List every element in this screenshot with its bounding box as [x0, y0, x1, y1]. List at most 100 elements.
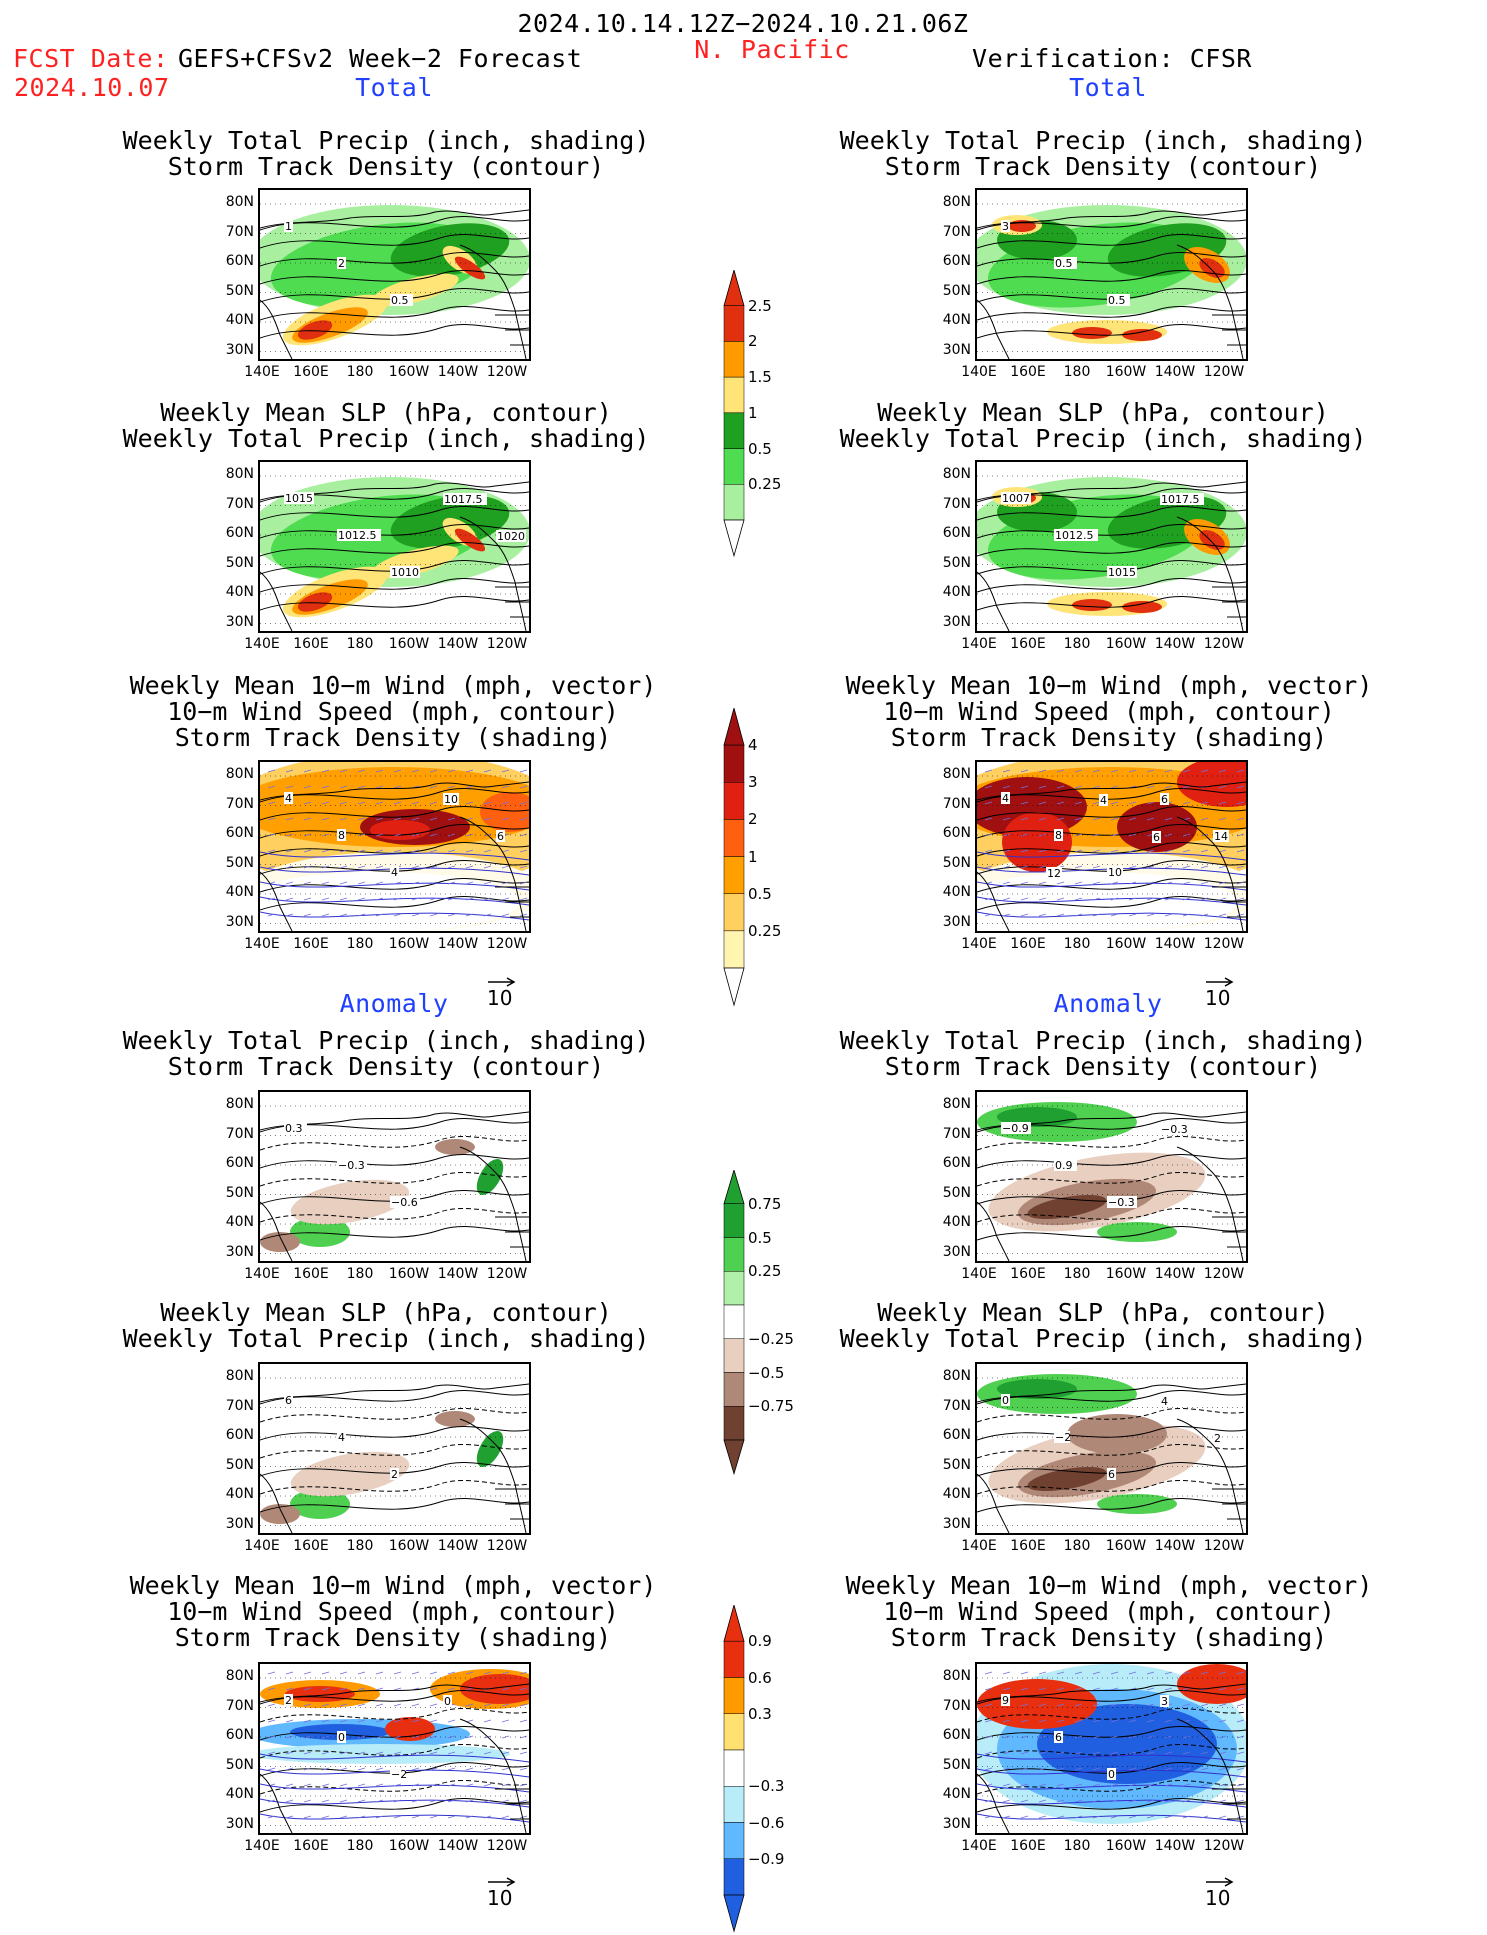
lon-tick-label: 160W	[1105, 1266, 1147, 1282]
lat-tick-label: 70N	[225, 1125, 254, 1142]
section-total-verification: Total	[1069, 73, 1147, 102]
contour-label: 1010	[391, 566, 419, 579]
lat-tick-label: 50N	[942, 854, 971, 871]
lat-tick-label: 60N	[225, 1155, 254, 1171]
storm-anom-colorbar	[723, 1605, 745, 1933]
lon-tick-label: 140E	[244, 1266, 280, 1282]
lat-tick-label: 60N	[225, 525, 254, 541]
obs-precip-anom-map: −0.9 0.9 −0.3 −0.3	[975, 1090, 1248, 1263]
contour-label: −0.3	[1161, 1123, 1188, 1136]
lon-tick-label: 140E	[244, 636, 280, 652]
lon-tick-label: 140E	[244, 1538, 280, 1554]
lat-tick-label: 30N	[942, 1243, 971, 1260]
lon-tick-label: 160E	[293, 1538, 329, 1554]
contour-label: 4	[1161, 1395, 1168, 1408]
fc-precip-anom-map: 0.3 −0.3 −0.6	[258, 1090, 531, 1263]
lat-tick-label: 50N	[225, 1456, 254, 1473]
colorbar-tick-label: 0.25	[748, 475, 782, 494]
contour-label: 1017.5	[1161, 493, 1200, 506]
lat-tick-label: 30N	[942, 613, 971, 630]
title-obs-precip-anom: Weekly Total Precip (inch, shading) Stor…	[839, 1026, 1367, 1081]
lat-tick-label: 80N	[942, 766, 971, 782]
contour-label: 6	[1161, 793, 1168, 806]
contour-label: 1012.5	[338, 529, 377, 542]
lon-tick-label: 140E	[961, 636, 997, 652]
contour-label: 8	[1055, 829, 1062, 842]
title-fc-wind-total: Weekly Mean 10−m Wind (mph, vector) 10−m…	[129, 671, 657, 752]
lat-tick-label: 40N	[225, 1214, 254, 1230]
lon-tick-label: 160E	[293, 1266, 329, 1282]
lon-tick-label: 120W	[1203, 636, 1245, 652]
lat-tick-label: 80N	[225, 194, 254, 210]
title-fc-precip-total: Weekly Total Precip (inch, shading) Stor…	[122, 126, 650, 181]
lat-tick-label: 50N	[942, 1456, 971, 1473]
contour-label: −0.3	[338, 1159, 365, 1172]
lat-tick-label: 60N	[942, 1427, 971, 1443]
colorbar-tick-label: 0.9	[748, 1632, 772, 1651]
lon-tick-label: 160W	[1105, 936, 1147, 952]
lat-tick-label: 80N	[225, 1668, 254, 1684]
fc-wind-total-map: 4 8 4 10 6	[258, 760, 531, 933]
vector-ref-obs-anom: 10	[1205, 1868, 1235, 1910]
lon-tick-label: 160W	[388, 1538, 430, 1554]
lat-tick-label: 30N	[225, 1815, 254, 1832]
colorbar-tick-label: 1	[748, 847, 758, 866]
colorbar-tick-label: 0.75	[748, 1194, 782, 1213]
contour-label: 0	[1002, 1394, 1009, 1407]
colorbar-tick-label: 0.5	[748, 884, 772, 903]
lat-tick-label: 60N	[942, 253, 971, 269]
lat-tick-label: 60N	[942, 525, 971, 541]
contour-label: 0	[1108, 1768, 1115, 1781]
lat-tick-label: 60N	[225, 1427, 254, 1443]
lat-tick-label: 60N	[225, 825, 254, 841]
contour-label: 4	[338, 1431, 345, 1444]
lat-tick-label: 80N	[942, 1368, 971, 1384]
lon-tick-label: 180	[1063, 1266, 1091, 1282]
lon-tick-label: 140W	[437, 1538, 479, 1554]
lon-tick-label: 180	[346, 1266, 374, 1282]
colorbar-tick-label: 2	[748, 332, 758, 351]
title-obs-precip-total: Weekly Total Precip (inch, shading) Stor…	[839, 126, 1367, 181]
lat-tick-label: 50N	[942, 282, 971, 299]
contour-label: −0.3	[1108, 1196, 1135, 1209]
contour-label: 2	[338, 257, 345, 270]
contour-label: 6	[285, 1394, 292, 1407]
title-obs-wind-anom: Weekly Mean 10−m Wind (mph, vector) 10−m…	[845, 1571, 1373, 1652]
lat-tick-label: 40N	[225, 1486, 254, 1502]
contour-label: 0.9	[1055, 1159, 1073, 1172]
lat-tick-label: 40N	[225, 884, 254, 900]
lon-tick-label: 180	[346, 636, 374, 652]
contour-label: −2	[1055, 1431, 1071, 1444]
lon-tick-label: 120W	[486, 1838, 528, 1854]
arrow-right-icon	[1206, 1877, 1234, 1887]
lat-tick-label: 80N	[225, 1368, 254, 1384]
fc-slp-anom-map: 6 4 2	[258, 1362, 531, 1535]
contour-label: 0.5	[391, 294, 409, 307]
lon-tick-label: 160E	[1010, 364, 1046, 380]
contour-label: 6	[1108, 1468, 1115, 1481]
arrow-right-icon	[488, 1877, 516, 1887]
contour-label: 10	[1108, 866, 1122, 879]
lat-tick-label: 50N	[942, 554, 971, 571]
lat-tick-label: 30N	[225, 913, 254, 930]
lat-tick-label: 40N	[225, 312, 254, 328]
map-plot: 1015 1012.5 1010 1017.5 1020	[260, 475, 529, 631]
lat-tick-label: 50N	[942, 1184, 971, 1201]
verification-label: Verification: CFSR	[972, 44, 1252, 73]
obs-wind-anom-map: 9 6 0 3	[975, 1662, 1248, 1835]
lon-tick-label: 120W	[1203, 364, 1245, 380]
lat-tick-label: 70N	[942, 1697, 971, 1714]
fcst-model: GEFS+CFSv2 Week−2 Forecast	[178, 44, 583, 73]
lon-tick-label: 180	[346, 364, 374, 380]
lat-tick-label: 50N	[225, 282, 254, 299]
contour-label: 9	[1002, 1694, 1009, 1707]
period-title: 2024.10.14.12Z−2024.10.21.06Z	[517, 9, 969, 38]
lon-tick-label: 160E	[1010, 1838, 1046, 1854]
lon-tick-label: 180	[346, 1538, 374, 1554]
contour-label: 10	[444, 793, 458, 806]
lat-tick-label: 70N	[942, 1125, 971, 1142]
lon-tick-label: 180	[1063, 1538, 1091, 1554]
vector-ref-fc-total: 10	[487, 968, 517, 1010]
lon-tick-label: 160W	[388, 1838, 430, 1854]
lon-tick-label: 120W	[486, 936, 528, 952]
